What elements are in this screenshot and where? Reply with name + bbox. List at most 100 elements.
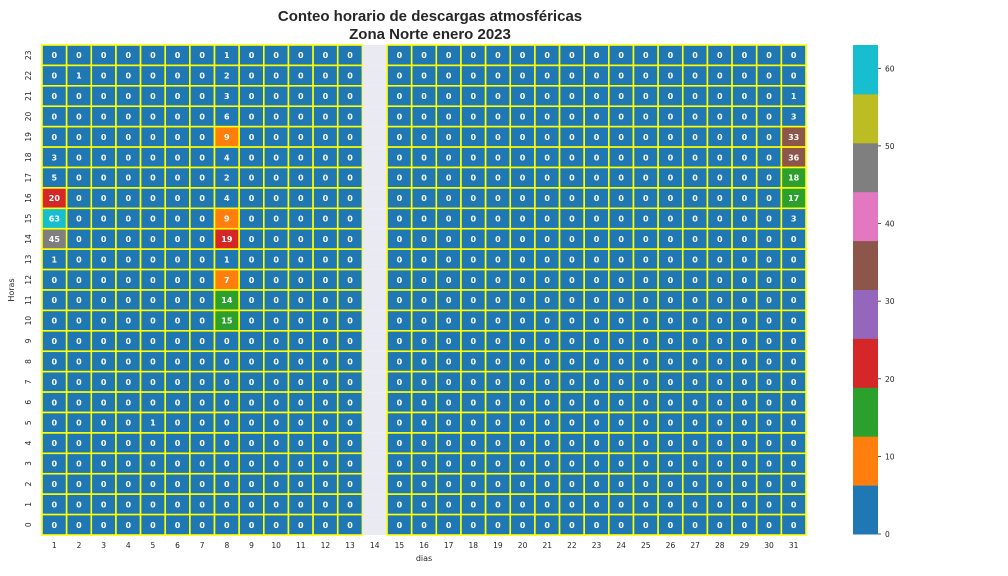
heatmap-cell-label: 0	[125, 276, 131, 285]
heatmap-cell-label: 0	[175, 194, 181, 203]
heatmap-cell-label: 0	[76, 378, 82, 387]
heatmap-cell-label: 0	[323, 378, 329, 387]
colorbar-segment	[853, 436, 878, 486]
heatmap-cell-label: 0	[520, 112, 526, 121]
heatmap-cell-label: 0	[249, 378, 255, 387]
heatmap-cell-label: 0	[199, 378, 205, 387]
heatmap-cell-label: 0	[249, 153, 255, 162]
colorbar-segment	[853, 485, 878, 535]
heatmap-cell-label: 0	[668, 92, 674, 101]
heatmap-cell-label: 0	[52, 296, 58, 305]
heatmap-cell-label: 0	[446, 51, 452, 60]
heatmap-cell-label: 0	[249, 174, 255, 183]
heatmap-cell-label: 0	[199, 255, 205, 264]
heatmap-cell-label: 0	[692, 480, 698, 489]
heatmap-cell-label: 0	[717, 133, 723, 142]
heatmap-cell-label: 0	[298, 112, 304, 121]
heatmap-cell-missing	[362, 371, 388, 393]
heatmap-cell-label: 0	[199, 337, 205, 346]
heatmap-cell-label: 0	[569, 92, 575, 101]
x-tick-label: 16	[419, 541, 429, 550]
heatmap-cell-label: 0	[520, 317, 526, 326]
heatmap-cell-label: 0	[544, 398, 550, 407]
colorbar-segment	[853, 45, 878, 95]
heatmap-cell-label: 0	[717, 480, 723, 489]
heatmap-cell-label: 0	[298, 419, 304, 428]
heatmap-cell-label: 0	[273, 133, 279, 142]
heatmap-cell-label: 0	[249, 521, 255, 530]
x-tick-label: 5	[151, 541, 156, 550]
heatmap-cell-label: 0	[717, 194, 723, 203]
heatmap-cell-label: 0	[101, 296, 107, 305]
y-tick-label: 19	[24, 132, 33, 142]
heatmap-cell-label: 0	[569, 72, 575, 81]
heatmap-cell-label: 0	[323, 398, 329, 407]
heatmap-cell-label: 0	[52, 357, 58, 366]
heatmap-cell-label: 0	[594, 51, 600, 60]
heatmap-cell-label: 0	[766, 296, 772, 305]
heatmap-cell-label: 0	[668, 337, 674, 346]
heatmap-cell-label: 0	[199, 153, 205, 162]
heatmap-cell-label: 0	[421, 378, 427, 387]
colorbar-segment	[853, 191, 878, 242]
heatmap-cell-label: 0	[298, 72, 304, 81]
y-tick-label: 14	[24, 234, 33, 244]
heatmap-cell-label: 0	[175, 296, 181, 305]
heatmap-cell-label: 0	[273, 460, 279, 469]
heatmap-cell-label: 0	[471, 112, 477, 121]
y-tick-label: 4	[24, 441, 33, 446]
heatmap-cell-label: 0	[101, 500, 107, 509]
heatmap-cell-label: 0	[175, 92, 181, 101]
colorbar-tick-label: 50	[885, 142, 895, 151]
heatmap-cell-label: 0	[249, 194, 255, 203]
heatmap-cell-label: 0	[520, 276, 526, 285]
heatmap-cell-label: 0	[742, 337, 748, 346]
heatmap-cell-label: 0	[224, 419, 230, 428]
heatmap-cell-label: 0	[421, 174, 427, 183]
heatmap-cell-label: 0	[471, 398, 477, 407]
heatmap-cell-label: 0	[125, 521, 131, 530]
heatmap-cell-label: 0	[692, 215, 698, 224]
heatmap-cell-label: 0	[643, 235, 649, 244]
heatmap-cell-label: 0	[101, 521, 107, 530]
heatmap-cell-label: 0	[175, 215, 181, 224]
y-tick-label: 13	[24, 254, 33, 264]
heatmap-cell-label: 0	[569, 337, 575, 346]
heatmap-cell-label: 0	[594, 480, 600, 489]
heatmap-cell-label: 0	[150, 480, 156, 489]
heatmap-cell-label: 0	[175, 276, 181, 285]
heatmap-cell-label: 0	[471, 337, 477, 346]
heatmap-cell-label: 0	[594, 378, 600, 387]
heatmap-cell-label: 0	[495, 480, 501, 489]
heatmap-cell-label: 0	[594, 398, 600, 407]
heatmap-cell-label: 0	[717, 92, 723, 101]
heatmap-cell-label: 0	[742, 112, 748, 121]
heatmap-cell-label: 0	[495, 133, 501, 142]
heatmap-cell-label: 0	[323, 112, 329, 121]
heatmap-cell-label: 0	[643, 255, 649, 264]
heatmap-cell-label: 0	[766, 460, 772, 469]
heatmap-cell-label: 0	[175, 317, 181, 326]
heatmap-cell-label: 0	[717, 521, 723, 530]
heatmap-cell-label: 0	[717, 255, 723, 264]
y-tick-label: 12	[24, 275, 33, 285]
heatmap-cell-label: 0	[199, 419, 205, 428]
y-tick-label: 0	[24, 522, 33, 527]
heatmap-cell-label: 4	[224, 194, 230, 203]
heatmap-cell-label: 0	[495, 337, 501, 346]
heatmap-cell-label: 0	[421, 296, 427, 305]
heatmap-cell-label: 0	[569, 276, 575, 285]
heatmap-cell-label: 0	[618, 317, 624, 326]
heatmap-cell-label: 0	[544, 153, 550, 162]
heatmap-cell-label: 0	[224, 357, 230, 366]
heatmap-cell-label: 0	[495, 439, 501, 448]
heatmap-cell-label: 0	[421, 153, 427, 162]
heatmap-cell-label: 0	[692, 133, 698, 142]
heatmap-cell-label: 0	[668, 215, 674, 224]
heatmap-cell-label: 0	[150, 357, 156, 366]
heatmap-cell-label: 0	[52, 480, 58, 489]
heatmap-cell-label: 0	[298, 92, 304, 101]
heatmap-cell-label: 0	[273, 255, 279, 264]
heatmap-cell-label: 0	[76, 276, 82, 285]
